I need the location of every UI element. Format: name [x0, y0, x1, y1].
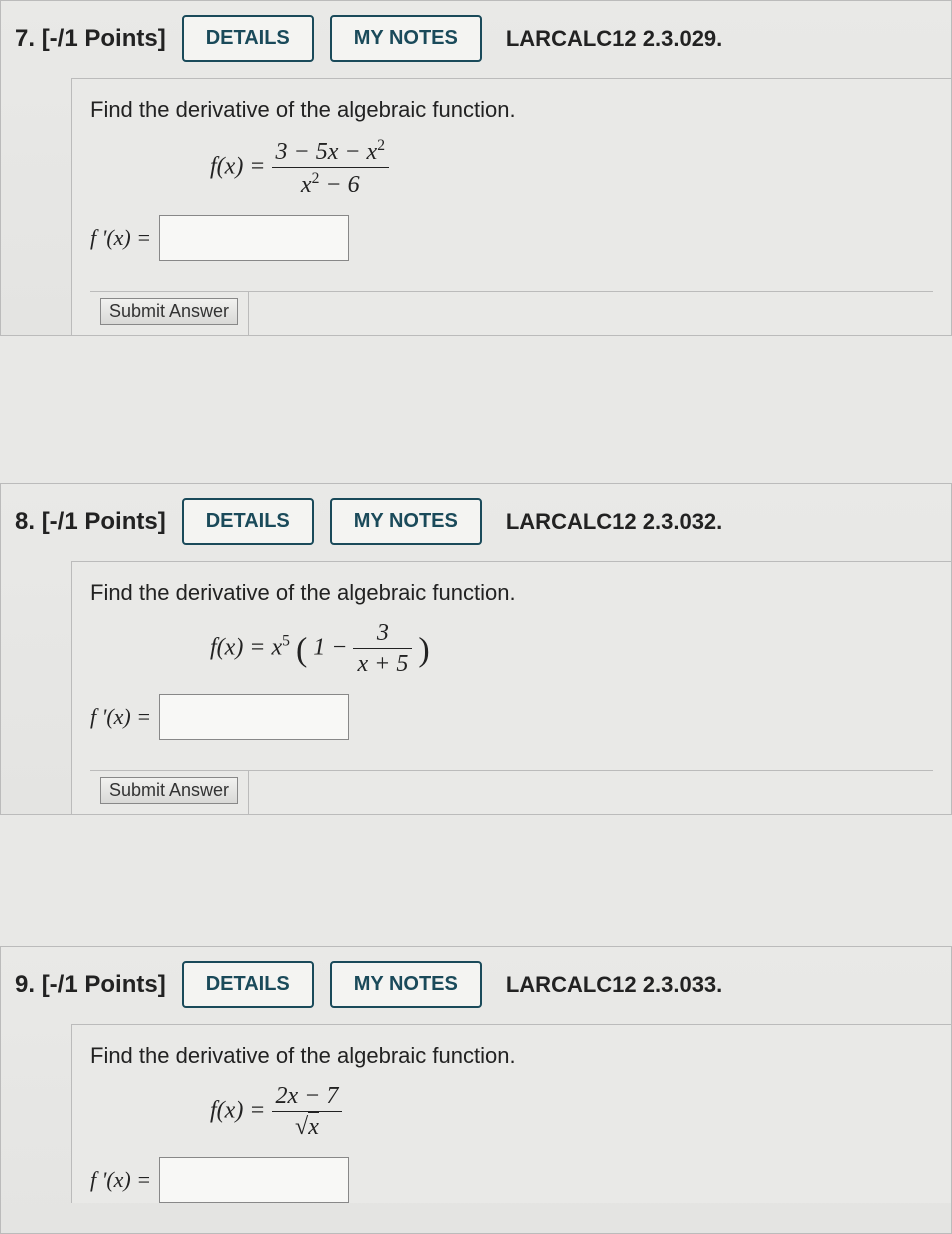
reference-code: LARCALC12 2.3.033. [506, 972, 722, 998]
prompt-text: Find the derivative of the algebraic fun… [90, 1043, 933, 1069]
problem-body: Find the derivative of the algebraic fun… [71, 1024, 951, 1203]
reference-code: LARCALC12 2.3.032. [506, 509, 722, 535]
problem-body: Find the derivative of the algebraic fun… [71, 78, 951, 335]
details-button[interactable]: DETAILS [182, 15, 314, 62]
submit-answer-button[interactable]: Submit Answer [100, 777, 238, 804]
problem-header: 7. [-/1 Points] DETAILS MY NOTES LARCALC… [1, 1, 951, 78]
my-notes-button[interactable]: MY NOTES [330, 498, 482, 545]
problem-number: 7. [-/1 Points] [15, 25, 166, 53]
answer-row: f '(x) = [90, 215, 933, 261]
problem-header: 9. [-/1 Points] DETAILS MY NOTES LARCALC… [1, 947, 951, 1024]
problem-header: 8. [-/1 Points] DETAILS MY NOTES LARCALC… [1, 484, 951, 561]
answer-label: f '(x) = [90, 225, 151, 251]
submit-row: Submit Answer [90, 770, 933, 814]
answer-label: f '(x) = [90, 1167, 151, 1193]
details-button[interactable]: DETAILS [182, 498, 314, 545]
problem-number: 8. [-/1 Points] [15, 508, 166, 536]
problem-block: 7. [-/1 Points] DETAILS MY NOTES LARCALC… [0, 0, 952, 336]
my-notes-button[interactable]: MY NOTES [330, 961, 482, 1008]
answer-input[interactable] [159, 694, 349, 740]
problem-body: Find the derivative of the algebraic fun… [71, 561, 951, 814]
answer-input[interactable] [159, 215, 349, 261]
function-formula: f(x) = 3 − 5x − x2 x2 − 6 [210, 137, 933, 199]
answer-label: f '(x) = [90, 704, 151, 730]
submit-row: Submit Answer [90, 291, 933, 335]
my-notes-button[interactable]: MY NOTES [330, 15, 482, 62]
problem-number: 9. [-/1 Points] [15, 971, 166, 999]
submit-answer-button[interactable]: Submit Answer [100, 298, 238, 325]
function-formula: f(x) = x5 ( 1 − 3 x + 5 ) [210, 620, 933, 678]
reference-code: LARCALC12 2.3.029. [506, 26, 722, 52]
answer-input[interactable] [159, 1157, 349, 1203]
problem-block: 9. [-/1 Points] DETAILS MY NOTES LARCALC… [0, 946, 952, 1234]
details-button[interactable]: DETAILS [182, 961, 314, 1008]
prompt-text: Find the derivative of the algebraic fun… [90, 580, 933, 606]
prompt-text: Find the derivative of the algebraic fun… [90, 97, 933, 123]
answer-row: f '(x) = [90, 694, 933, 740]
function-formula: f(x) = 2x − 7 √x [210, 1083, 933, 1141]
problem-block: 8. [-/1 Points] DETAILS MY NOTES LARCALC… [0, 483, 952, 815]
answer-row: f '(x) = [90, 1157, 933, 1203]
